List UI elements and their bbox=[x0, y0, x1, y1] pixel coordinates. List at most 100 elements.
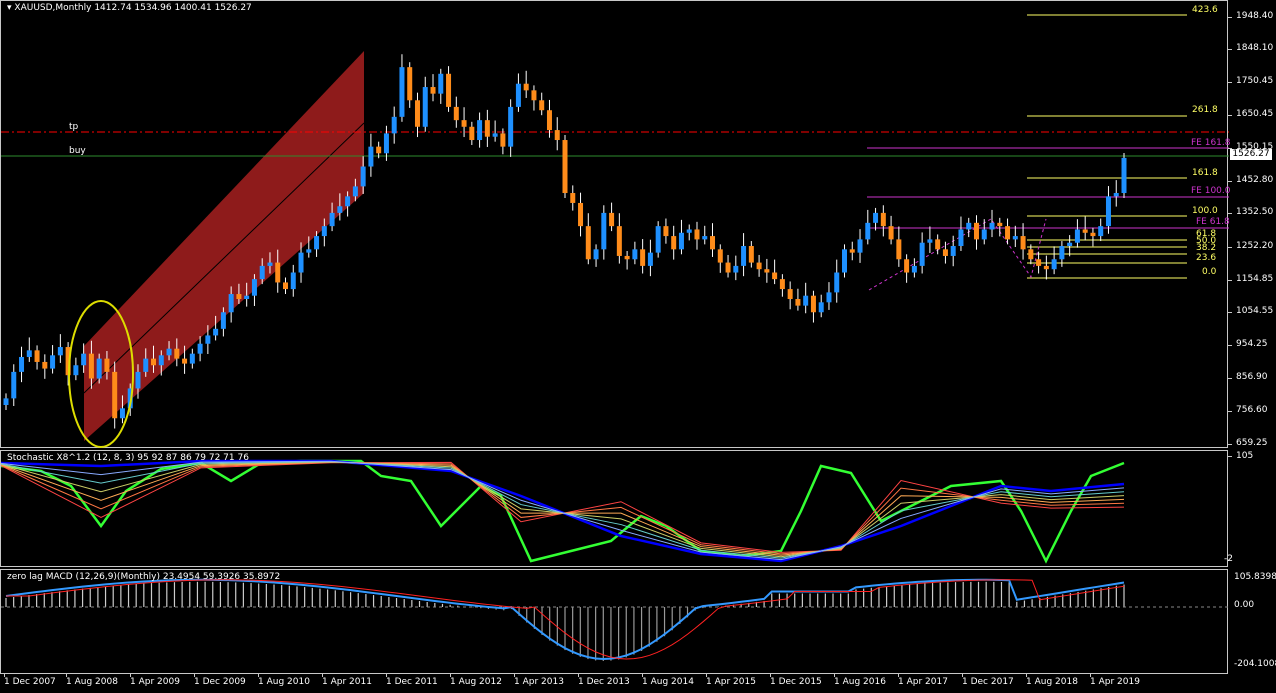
candle-body bbox=[251, 279, 257, 296]
price-tickmark bbox=[1228, 181, 1232, 182]
time-tick-label: 1 Dec 2011 bbox=[386, 677, 438, 687]
candle-body bbox=[205, 335, 211, 344]
macd-scale-bottom: -204.1008 bbox=[1234, 659, 1276, 669]
fib-label-50: 50.0 bbox=[1196, 236, 1217, 246]
price-tick-label: 756.60 bbox=[1236, 405, 1268, 415]
candle-body bbox=[973, 222, 979, 240]
candle-body bbox=[997, 222, 1003, 227]
candle-body bbox=[1028, 249, 1034, 260]
price-tick-label: 659.25 bbox=[1236, 438, 1268, 448]
price-chart-pane[interactable]: ▾ XAUUSD,Monthly 1412.74 1534.96 1400.41… bbox=[0, 0, 1231, 449]
stoch-mid-line bbox=[1, 461, 1125, 556]
candle-body bbox=[849, 249, 855, 253]
stochastic-pane[interactable]: Stochastic X8^1.2 (12, 8, 3) 95 92 87 86… bbox=[0, 450, 1228, 567]
candle-body bbox=[290, 272, 296, 290]
dropdown-triangle-icon[interactable]: ▾ bbox=[7, 3, 12, 13]
price-scale[interactable]: 1948.40 1848.10 1750.45 1650.45 1550.15 1452.… bbox=[1228, 0, 1276, 448]
candle-body bbox=[663, 226, 669, 237]
fib-label-261: 261.8 bbox=[1192, 105, 1218, 115]
time-tickmark bbox=[4, 674, 5, 677]
candle-body bbox=[508, 106, 514, 147]
candle-body bbox=[174, 348, 180, 359]
candle-body bbox=[119, 408, 125, 419]
candle-body bbox=[989, 222, 995, 230]
candle-body bbox=[166, 348, 172, 356]
stoch-scale-top: 105 bbox=[1236, 451, 1254, 461]
price-tick-label: 1252.20 bbox=[1236, 241, 1274, 251]
stoch-scale-bottom: -2 bbox=[1224, 554, 1233, 564]
candle-body bbox=[220, 312, 226, 329]
candle-body bbox=[1090, 232, 1096, 237]
candle-body bbox=[942, 249, 948, 256]
time-tick-label: 1 Aug 2014 bbox=[642, 677, 694, 687]
stochastic-canvas[interactable] bbox=[1, 451, 1229, 568]
time-tick-label: 1 Aug 2010 bbox=[258, 677, 310, 687]
candle-body bbox=[321, 226, 327, 237]
price-tick-label: 1154.85 bbox=[1236, 274, 1274, 284]
candle-body bbox=[1043, 265, 1049, 270]
price-tickmark bbox=[1228, 345, 1232, 346]
time-axis[interactable]: 1 Dec 2007 1 Aug 2008 1 Apr 2009 1 Dec 2009… bbox=[0, 674, 1228, 693]
candle-body bbox=[446, 73, 452, 107]
candle-body bbox=[531, 90, 537, 101]
candle-body bbox=[609, 212, 615, 227]
time-tick-label: 1 Apr 2011 bbox=[322, 677, 372, 687]
candle-body bbox=[306, 249, 312, 253]
price-tickmark bbox=[1228, 280, 1232, 281]
time-tick-label: 1 Apr 2019 bbox=[1090, 677, 1140, 687]
candle-body bbox=[500, 133, 506, 147]
time-tickmark bbox=[322, 674, 323, 677]
time-tickmark bbox=[514, 674, 515, 677]
macd-pane[interactable]: zero lag MACD (12,26,9)(Monthly) 23.4954… bbox=[0, 569, 1229, 675]
stoch-mid-line bbox=[1, 460, 1125, 561]
candle-body bbox=[857, 239, 863, 253]
price-chart-canvas[interactable] bbox=[1, 1, 1229, 449]
candle-body bbox=[19, 356, 25, 372]
candle-body bbox=[1121, 157, 1127, 194]
candle-body bbox=[26, 350, 32, 357]
price-tick-label: 1948.40 bbox=[1236, 11, 1274, 21]
candle-body bbox=[772, 272, 778, 280]
price-tick-label: 1054.55 bbox=[1236, 306, 1274, 316]
candle-body bbox=[880, 212, 886, 227]
candle-body bbox=[966, 222, 972, 230]
candle-body bbox=[484, 120, 490, 137]
candle-body bbox=[981, 229, 987, 240]
price-tickmark bbox=[1228, 213, 1232, 214]
price-tick-label: 1750.45 bbox=[1236, 76, 1274, 86]
candle-body bbox=[65, 347, 71, 376]
fe-label-100: FE 100.0 bbox=[1191, 186, 1231, 196]
candle-body bbox=[399, 67, 405, 117]
candle-body bbox=[725, 262, 731, 273]
time-tickmark bbox=[1090, 674, 1091, 677]
candle-body bbox=[96, 358, 102, 379]
candle-body bbox=[935, 239, 941, 250]
candle-body bbox=[368, 146, 374, 167]
candle-body bbox=[73, 365, 79, 376]
candle-body bbox=[578, 202, 584, 227]
buy-line-label: buy bbox=[69, 146, 86, 156]
candle-body bbox=[593, 249, 599, 260]
price-tick-label: 1550.15 bbox=[1236, 142, 1274, 152]
candle-body bbox=[469, 126, 475, 141]
candle-body bbox=[671, 236, 677, 250]
candle-body bbox=[562, 140, 568, 194]
macd-signal-line bbox=[6, 579, 1125, 660]
candle-body bbox=[492, 133, 498, 137]
time-tick-label: 1 Apr 2009 bbox=[130, 677, 180, 687]
candle-body bbox=[539, 100, 545, 111]
stoch-slow-line bbox=[1, 459, 1125, 563]
candle-body bbox=[143, 358, 149, 372]
candle-body bbox=[523, 83, 529, 91]
stoch-fast-line bbox=[1, 459, 1125, 564]
macd-canvas[interactable] bbox=[1, 570, 1229, 675]
fib-label-423: 423.6 bbox=[1192, 5, 1218, 15]
candle-body bbox=[795, 299, 801, 306]
candle-body bbox=[616, 226, 622, 256]
time-tick-label: 1 Aug 2016 bbox=[834, 677, 886, 687]
candle-body bbox=[655, 226, 661, 253]
candle-body bbox=[236, 294, 242, 300]
candle-body bbox=[733, 265, 739, 273]
candle-body bbox=[748, 246, 754, 263]
candle-body bbox=[640, 249, 646, 266]
